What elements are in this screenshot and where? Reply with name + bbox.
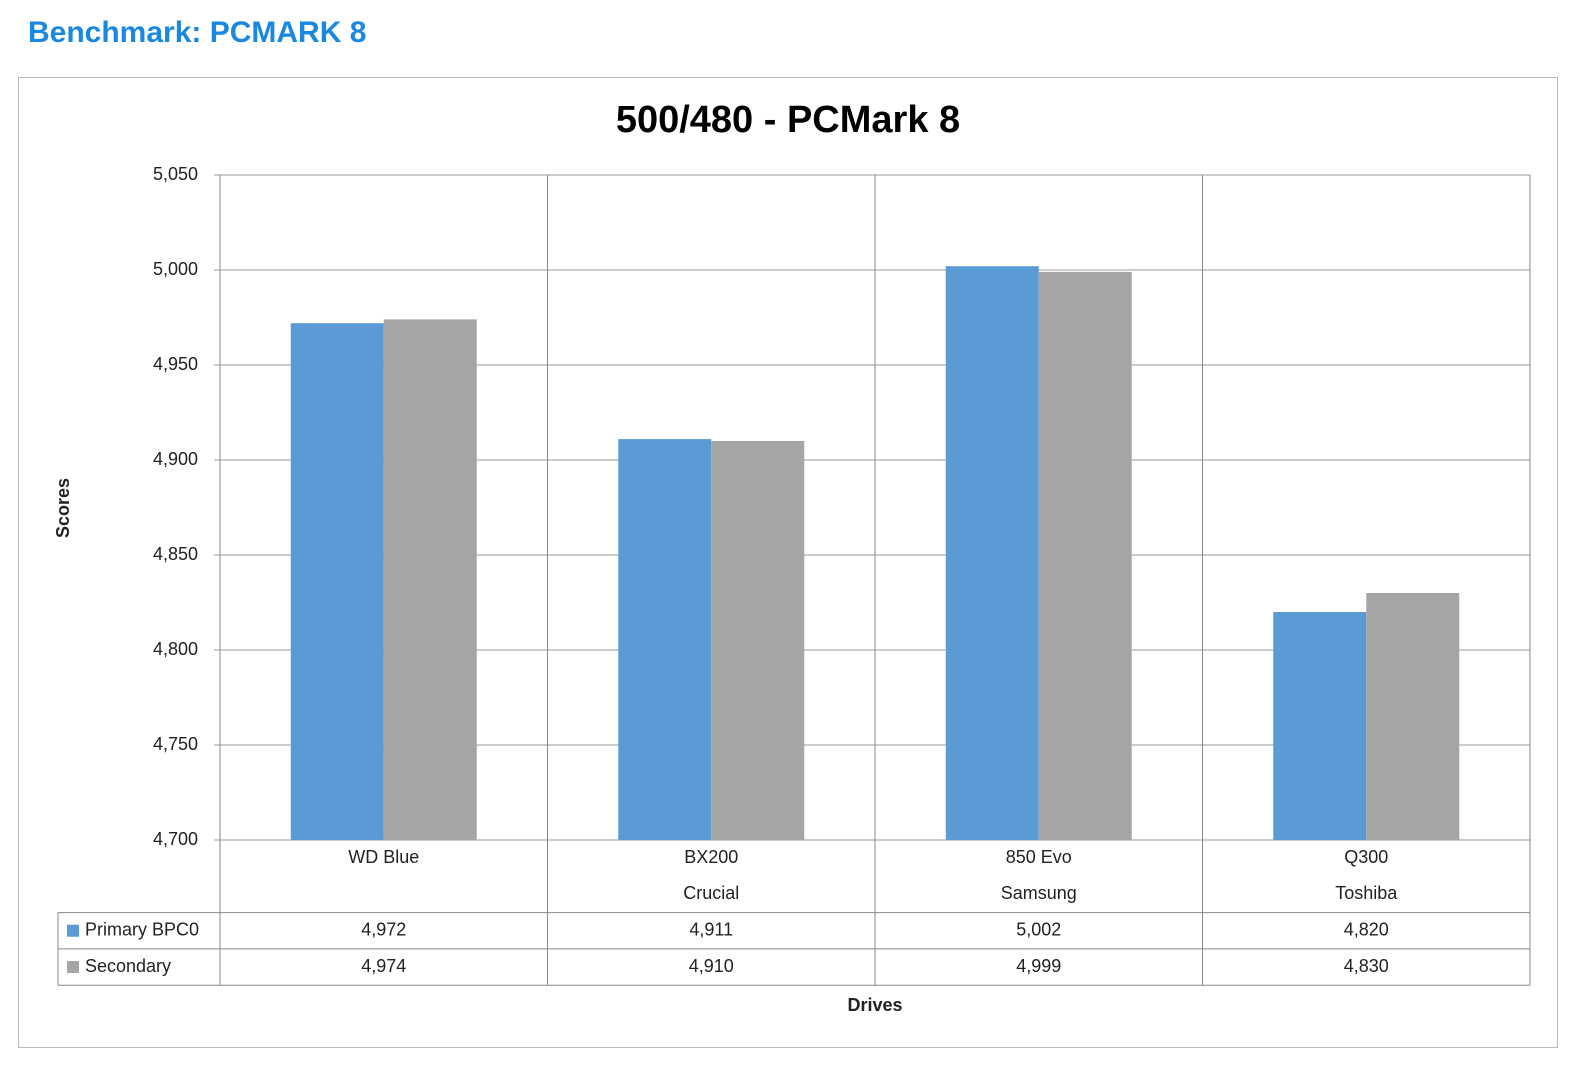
table-value: 4,820 xyxy=(1344,920,1389,940)
y-tick-label: 4,800 xyxy=(153,639,198,659)
x-tick-label: Q300 xyxy=(1344,847,1388,867)
y-tick-label: 5,050 xyxy=(153,164,198,184)
bar xyxy=(618,439,712,840)
bar xyxy=(1038,271,1132,840)
y-tick-label: 4,850 xyxy=(153,544,198,564)
bar xyxy=(1366,593,1460,840)
y-tick-label: 4,750 xyxy=(153,734,198,754)
y-tick-label: 5,000 xyxy=(153,259,198,279)
y-axis-label: Scores xyxy=(53,478,73,538)
bar xyxy=(383,319,477,840)
legend-key xyxy=(67,924,79,937)
x-group-label: Crucial xyxy=(683,883,739,903)
table-value: 4,910 xyxy=(689,956,734,976)
legend-label: Primary BPC0 xyxy=(85,920,199,940)
x-tick-label: WD Blue xyxy=(348,847,419,867)
y-tick-label: 4,700 xyxy=(153,829,198,849)
x-tick-label: 850 Evo xyxy=(1006,847,1072,867)
x-group-label: Toshiba xyxy=(1335,883,1398,903)
page-title: Benchmark: PCMARK 8 xyxy=(28,16,366,49)
x-tick-label: BX200 xyxy=(684,847,738,867)
bar xyxy=(1273,612,1367,840)
table-value: 4,830 xyxy=(1344,956,1389,976)
x-axis-label: Drives xyxy=(847,995,902,1015)
legend-label: Secondary xyxy=(85,956,171,976)
chart-title: 500/480 - PCMark 8 xyxy=(616,99,960,141)
legend-key xyxy=(67,961,79,974)
bar xyxy=(290,323,384,840)
table-value: 4,972 xyxy=(361,920,406,940)
y-tick-label: 4,900 xyxy=(153,449,198,469)
bar xyxy=(711,441,805,840)
table-value: 5,002 xyxy=(1016,920,1061,940)
table-value: 4,911 xyxy=(689,920,733,940)
bar xyxy=(945,266,1039,840)
x-group-label: Samsung xyxy=(1001,883,1077,903)
y-tick-label: 4,950 xyxy=(153,354,198,374)
table-value: 4,974 xyxy=(361,956,406,976)
table-value: 4,999 xyxy=(1016,956,1061,976)
